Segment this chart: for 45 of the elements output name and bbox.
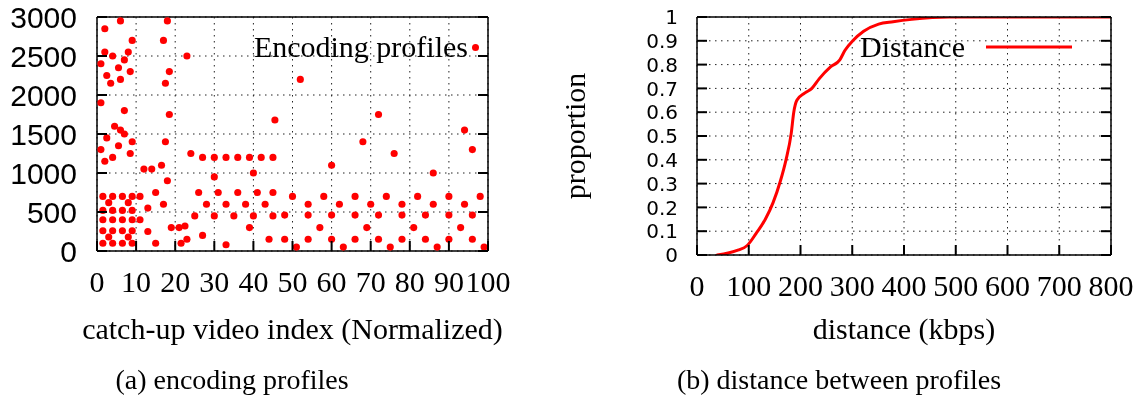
x-tick-label: 300 xyxy=(829,269,875,303)
x-tick-label: 50 xyxy=(277,265,308,299)
y-tick-label: 0.1 xyxy=(646,219,678,244)
y-tick-label: 0 xyxy=(665,243,678,268)
y-tick-label: 0.8 xyxy=(646,52,678,77)
y-tick-label: 2500 xyxy=(10,39,77,73)
y-tick-label: 500 xyxy=(26,195,77,229)
x-tick-label: 20 xyxy=(160,265,191,299)
y-tick-label: 0.3 xyxy=(646,171,678,196)
x-tick-label: 600 xyxy=(985,269,1030,303)
y-axis-title: proportion xyxy=(558,71,592,202)
y-tick-label: 0.5 xyxy=(646,124,678,149)
x-tick-label: 700 xyxy=(1036,269,1082,303)
x-tick-label: 100 xyxy=(465,265,511,299)
text: (a) encoding profiles xyxy=(114,364,350,396)
x-tick-label: 80 xyxy=(394,265,425,299)
legend-label: Encoding profiles xyxy=(253,30,468,64)
y-tick-label: 3000 xyxy=(10,0,77,34)
y-tick-label: 1 xyxy=(665,5,678,30)
legend-label: Distance xyxy=(860,30,965,64)
y-tick-label: 0.4 xyxy=(646,147,678,172)
y-tick-label: 1000 xyxy=(10,156,77,190)
text: (b) distance between profiles xyxy=(675,364,1003,396)
x-tick-label: 90 xyxy=(433,265,464,299)
y-tick-label: 0.7 xyxy=(646,76,678,101)
x-tick-label: 40 xyxy=(238,265,269,299)
x-tick-label: 10 xyxy=(121,265,152,299)
x-tick-label: 0 xyxy=(689,269,705,303)
x-axis-title: catch-up video index (Normalized) xyxy=(81,312,504,346)
y-tick-label: 0.9 xyxy=(646,28,678,53)
y-tick-label: 0.6 xyxy=(646,100,678,125)
y-tick-label: 0.2 xyxy=(646,195,678,220)
x-tick-label: 70 xyxy=(355,265,386,299)
x-tick-label: 100 xyxy=(726,269,772,303)
y-tick-label: 1500 xyxy=(10,117,77,151)
x-tick-label: 60 xyxy=(316,265,347,299)
x-tick-label: 200 xyxy=(778,269,823,303)
x-tick-label: 800 xyxy=(1088,269,1134,303)
x-tick-label: 500 xyxy=(933,269,979,303)
x-tick-label: 30 xyxy=(199,265,230,299)
y-tick-label: 0 xyxy=(60,234,77,268)
x-axis-title: distance (kbps) xyxy=(811,312,997,346)
y-tick-label: 2000 xyxy=(10,78,77,112)
x-tick-label: 0 xyxy=(89,265,105,299)
x-tick-label: 400 xyxy=(881,269,927,303)
